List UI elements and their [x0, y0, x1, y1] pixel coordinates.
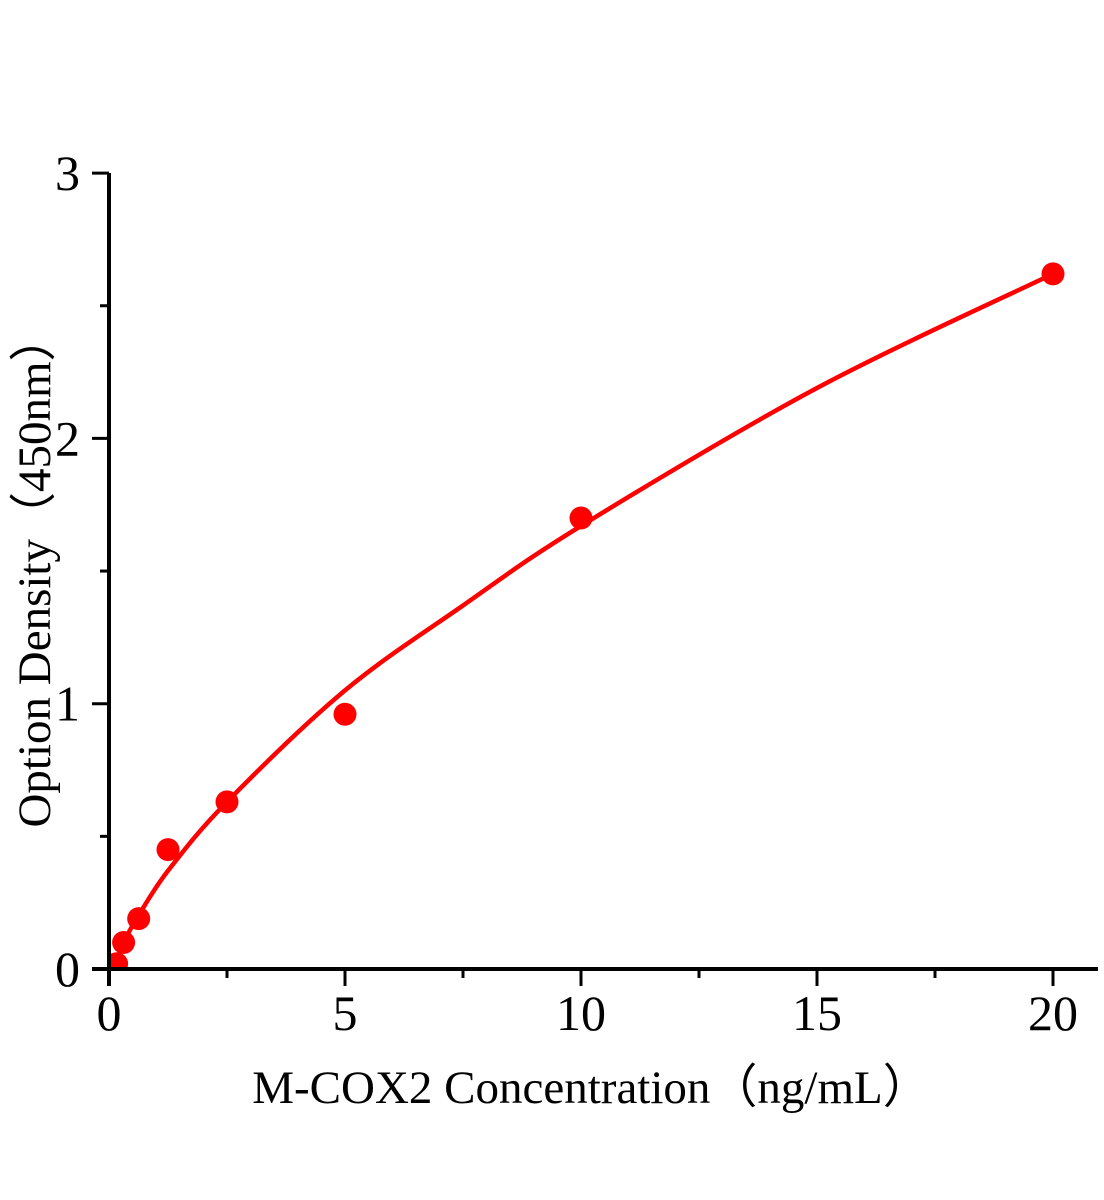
- x-tick-label: 0: [97, 985, 122, 1041]
- x-tick-label: 5: [333, 985, 358, 1041]
- ticks-layer: [92, 171, 1055, 986]
- x-tick-label: 20: [1028, 985, 1078, 1041]
- fit-curve: [114, 271, 1056, 966]
- data-layer: [111, 262, 1065, 969]
- data-point: [215, 790, 239, 814]
- data-point: [1041, 262, 1065, 286]
- y-tick-label: 3: [55, 145, 80, 201]
- x-tick-label: 15: [792, 985, 842, 1041]
- data-point: [127, 907, 151, 931]
- x-tick-label: 10: [556, 985, 606, 1041]
- axes-layer: [92, 173, 1098, 986]
- data-point: [569, 506, 593, 530]
- y-tick-label: 2: [55, 410, 80, 466]
- y-tick-label: 0: [55, 941, 80, 997]
- y-axis-title: Option Density（450nm）: [9, 314, 61, 827]
- data-point: [333, 702, 357, 726]
- y-tick-label: 1: [55, 676, 80, 732]
- x-axis-title: M-COX2 Concentration（ng/mL）: [252, 1062, 930, 1114]
- data-point: [156, 838, 180, 862]
- data-point: [112, 931, 136, 954]
- data-point: [111, 952, 129, 969]
